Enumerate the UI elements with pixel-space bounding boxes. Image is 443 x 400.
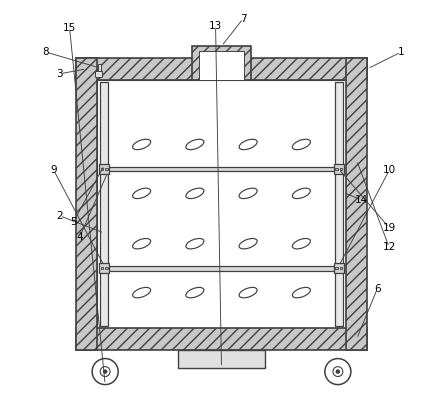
Bar — [76, 58, 367, 80]
Ellipse shape — [186, 238, 204, 249]
Text: 15: 15 — [63, 24, 76, 34]
Bar — [98, 64, 101, 71]
Text: 5: 5 — [70, 217, 77, 227]
Bar — [101, 82, 108, 326]
Ellipse shape — [239, 238, 257, 249]
Ellipse shape — [239, 139, 257, 150]
Bar — [192, 46, 251, 80]
Bar — [334, 263, 344, 273]
Bar — [340, 267, 342, 269]
Text: 4: 4 — [76, 232, 83, 242]
Ellipse shape — [132, 188, 151, 198]
Ellipse shape — [292, 238, 311, 249]
Bar — [76, 58, 97, 350]
Bar — [99, 164, 109, 174]
Bar — [335, 168, 338, 170]
Bar — [108, 266, 335, 270]
Circle shape — [336, 370, 339, 373]
Text: 12: 12 — [382, 242, 396, 252]
Bar — [335, 82, 342, 326]
Ellipse shape — [186, 188, 204, 198]
Text: 13: 13 — [209, 22, 222, 32]
Ellipse shape — [239, 288, 257, 298]
Bar — [340, 168, 342, 170]
Text: 6: 6 — [374, 284, 381, 294]
Bar — [76, 328, 367, 350]
Bar — [108, 166, 335, 171]
Bar — [105, 168, 108, 170]
Bar — [99, 263, 109, 273]
Text: 10: 10 — [383, 166, 396, 176]
Ellipse shape — [292, 288, 311, 298]
Text: 9: 9 — [51, 166, 57, 176]
Bar — [95, 71, 102, 76]
Bar — [101, 168, 103, 170]
Text: 8: 8 — [43, 47, 49, 57]
Bar — [97, 80, 346, 328]
Ellipse shape — [239, 188, 257, 198]
Ellipse shape — [132, 139, 151, 150]
Ellipse shape — [292, 188, 311, 198]
Bar — [101, 267, 103, 269]
Ellipse shape — [186, 288, 204, 298]
Bar — [334, 164, 344, 174]
Bar — [105, 267, 108, 269]
Text: 2: 2 — [56, 211, 63, 221]
Bar — [178, 350, 265, 368]
Text: 3: 3 — [56, 69, 63, 79]
Text: 14: 14 — [355, 195, 368, 205]
Ellipse shape — [132, 238, 151, 249]
Bar — [346, 58, 367, 350]
Ellipse shape — [292, 139, 311, 150]
Ellipse shape — [186, 139, 204, 150]
Bar — [199, 51, 244, 80]
Circle shape — [104, 370, 107, 373]
Bar — [335, 267, 338, 269]
Ellipse shape — [132, 288, 151, 298]
Text: 19: 19 — [382, 223, 396, 233]
Text: 7: 7 — [240, 14, 246, 24]
Text: 1: 1 — [398, 47, 404, 57]
